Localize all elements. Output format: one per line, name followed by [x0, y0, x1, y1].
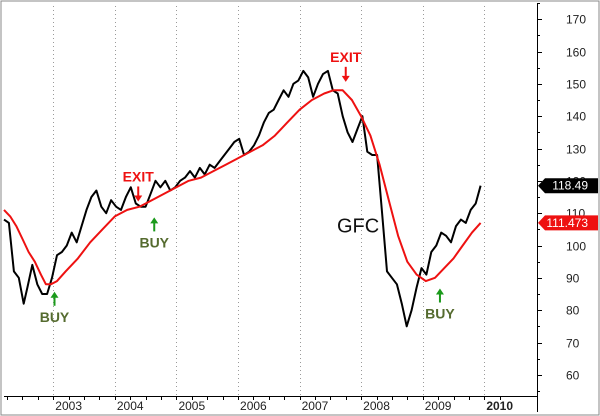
- annotations-group: GFC EXIT EXIT BUY BUY BUY: [40, 49, 456, 325]
- y-tick-label: 60: [566, 369, 580, 383]
- buy-signal: BUY: [40, 291, 70, 325]
- exit-label: EXIT: [330, 49, 362, 65]
- buy-label: BUY: [139, 234, 169, 250]
- exit-signal: EXIT: [330, 49, 362, 82]
- value-tag-text: 118.49: [552, 179, 588, 193]
- year-gridlines: [53, 6, 485, 396]
- x-tick-label: 2006: [240, 399, 267, 413]
- buy-arrow-head-icon: [435, 288, 444, 295]
- exit-arrow-head-icon: [341, 75, 350, 82]
- price-series-line: [3, 69, 482, 328]
- x-tick-label: 2010: [486, 399, 513, 413]
- x-tick-label: 2007: [302, 399, 329, 413]
- x-tick-label: 2003: [55, 399, 82, 413]
- y-tick-label: 130: [566, 143, 586, 157]
- exit-signal: EXIT: [123, 168, 155, 202]
- x-tick-label: 2005: [178, 399, 205, 413]
- exit-label: EXIT: [123, 168, 155, 184]
- y-tick-label: 70: [566, 337, 580, 351]
- exit-arrow-head-icon: [134, 195, 143, 202]
- y-tick-label: 100: [566, 240, 586, 254]
- buy-label: BUY: [425, 306, 455, 322]
- x-tick-label: 2004: [117, 399, 144, 413]
- y-tick-label: 140: [566, 110, 586, 124]
- value-tag-background: [538, 215, 598, 231]
- y-tick-label: 170: [566, 13, 586, 27]
- price-last-value-tag: 118.49: [538, 178, 598, 194]
- buy-signal: BUY: [139, 217, 170, 250]
- buy-arrow-head-icon: [150, 217, 159, 224]
- series-group: [3, 69, 482, 328]
- gfc-label: GFC: [337, 216, 379, 238]
- buy-label: BUY: [40, 309, 70, 325]
- buy-arrow-head-icon: [50, 291, 59, 298]
- ma-last-value-tag: 111.473: [538, 215, 598, 231]
- x-tick-label: 2008: [363, 399, 390, 413]
- value-tag-background: [538, 178, 598, 194]
- value-tag-text: 111.473: [546, 216, 588, 230]
- moving-average-line: [3, 89, 482, 286]
- y-tick-label: 80: [566, 304, 580, 318]
- y-tick-label: 150: [566, 78, 586, 92]
- x-tick-label: 2009: [425, 399, 452, 413]
- y-tick-label: 160: [566, 46, 586, 60]
- y-tick-label: 90: [566, 272, 580, 286]
- buy-signal: BUY: [425, 288, 455, 322]
